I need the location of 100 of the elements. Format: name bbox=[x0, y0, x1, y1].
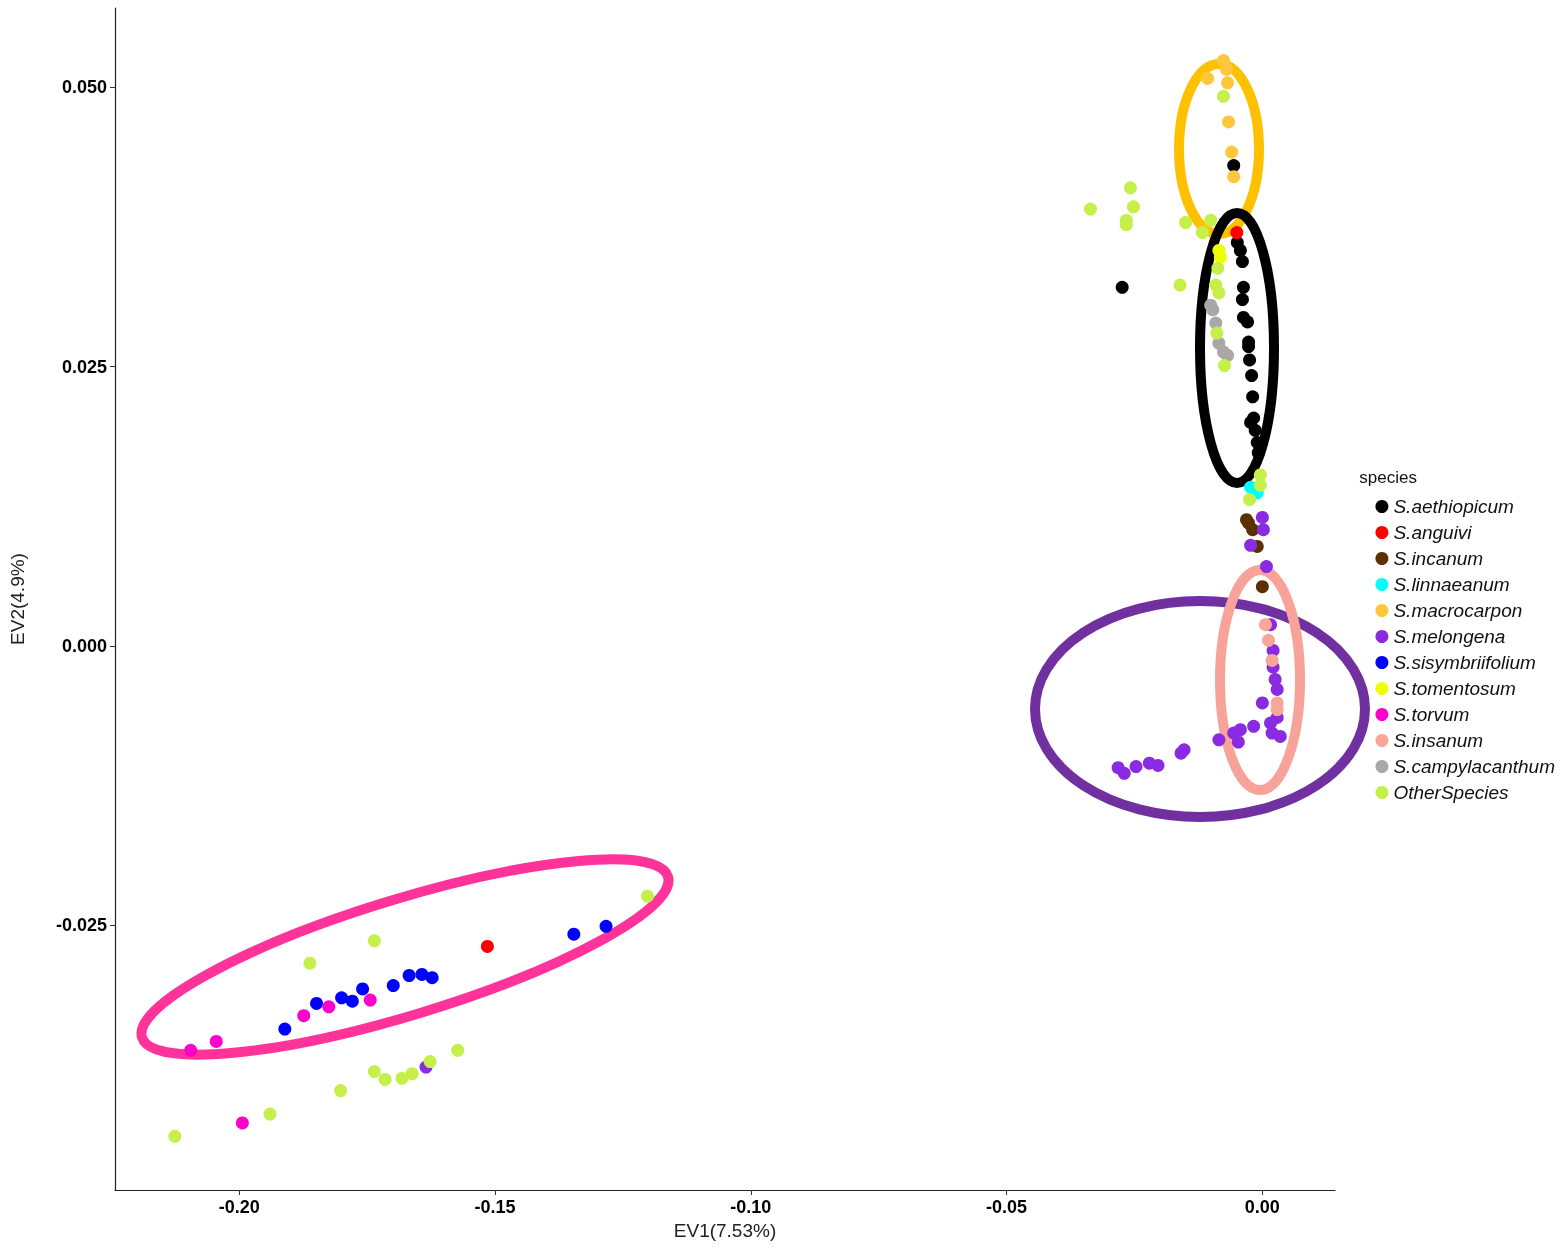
point bbox=[322, 1000, 336, 1014]
point bbox=[303, 956, 317, 970]
point bbox=[1258, 618, 1272, 632]
point bbox=[1227, 159, 1241, 173]
point bbox=[451, 1043, 465, 1057]
point bbox=[1233, 243, 1247, 257]
point bbox=[1256, 523, 1270, 537]
point bbox=[425, 971, 439, 985]
point bbox=[1243, 493, 1257, 507]
point bbox=[1117, 766, 1131, 780]
point bbox=[1265, 726, 1279, 740]
point bbox=[1245, 369, 1259, 383]
point bbox=[1244, 538, 1258, 552]
x-axis-title: EV1(7.53%) bbox=[673, 1219, 777, 1241]
point bbox=[1255, 580, 1269, 594]
y-tick-label: 0.025 bbox=[61, 356, 107, 377]
point bbox=[1217, 89, 1230, 103]
point bbox=[386, 979, 400, 993]
y-tick-label: 0.000 bbox=[61, 635, 107, 656]
point bbox=[1227, 170, 1241, 184]
point bbox=[184, 1043, 198, 1057]
point bbox=[402, 969, 416, 982]
y-tick-label: 0.050 bbox=[61, 77, 107, 98]
point bbox=[1253, 478, 1267, 492]
point bbox=[1246, 523, 1260, 537]
point bbox=[1231, 735, 1245, 749]
x-tick-label: -0.10 bbox=[730, 1197, 772, 1217]
point bbox=[1115, 280, 1129, 294]
legend-label: S.aethiopicum bbox=[1393, 496, 1514, 517]
point bbox=[1222, 115, 1236, 129]
point bbox=[1243, 353, 1257, 367]
point bbox=[1236, 280, 1250, 294]
point bbox=[263, 1107, 277, 1121]
legend-label: S.torvum bbox=[1393, 704, 1470, 725]
point bbox=[1248, 423, 1262, 437]
x-tick-label: 0.00 bbox=[1244, 1197, 1280, 1217]
point bbox=[367, 934, 381, 948]
point bbox=[641, 889, 654, 903]
point bbox=[1247, 719, 1261, 733]
point bbox=[1218, 359, 1232, 372]
legend-label: S.anguivi bbox=[1393, 522, 1473, 543]
point bbox=[1225, 145, 1239, 159]
point bbox=[1259, 560, 1273, 574]
point bbox=[1235, 255, 1249, 269]
point bbox=[1270, 683, 1284, 696]
point bbox=[1255, 510, 1269, 524]
point bbox=[1123, 181, 1137, 195]
point bbox=[1142, 756, 1156, 770]
point bbox=[1241, 315, 1255, 329]
point bbox=[1126, 200, 1140, 214]
point bbox=[1220, 62, 1234, 76]
point bbox=[1210, 326, 1224, 340]
point bbox=[1212, 733, 1226, 747]
point bbox=[1212, 286, 1226, 300]
point bbox=[278, 1022, 292, 1036]
point bbox=[1196, 226, 1210, 240]
point bbox=[1221, 76, 1235, 90]
legend-label: S.tomentosum bbox=[1393, 678, 1516, 699]
point bbox=[1265, 653, 1279, 667]
point bbox=[1235, 293, 1249, 307]
point bbox=[378, 1072, 392, 1086]
legend-label: S.incanum bbox=[1393, 548, 1484, 569]
legend-label: S.sisymbriifolium bbox=[1393, 652, 1536, 673]
point bbox=[1262, 633, 1275, 647]
point bbox=[1230, 226, 1244, 240]
point bbox=[1211, 261, 1225, 275]
point bbox=[1084, 202, 1097, 216]
point bbox=[1204, 213, 1218, 227]
point bbox=[1173, 278, 1187, 292]
legend-title: species bbox=[1359, 468, 1417, 487]
point bbox=[415, 967, 429, 981]
legend-label: S.campylacanthum bbox=[1393, 756, 1555, 777]
point bbox=[395, 1071, 409, 1085]
point bbox=[334, 1084, 348, 1098]
point bbox=[168, 1129, 182, 1143]
point bbox=[1129, 760, 1143, 774]
point bbox=[423, 1055, 437, 1069]
y-axis-title: EV2(4.9%) bbox=[7, 553, 28, 645]
point bbox=[567, 927, 581, 941]
point bbox=[356, 982, 370, 996]
point bbox=[405, 1067, 419, 1081]
point bbox=[310, 996, 324, 1010]
point bbox=[209, 1034, 223, 1048]
point bbox=[235, 1116, 249, 1130]
point bbox=[1246, 390, 1260, 404]
y-tick-label: -0.025 bbox=[55, 915, 107, 936]
legend-label: S.melongena bbox=[1393, 626, 1506, 647]
point bbox=[1255, 696, 1269, 710]
point bbox=[1179, 216, 1193, 229]
point bbox=[1212, 243, 1226, 257]
x-tick-label: -0.05 bbox=[986, 1197, 1028, 1217]
legend-label: OtherSpecies bbox=[1393, 782, 1510, 803]
point bbox=[1201, 71, 1215, 85]
legend-label: S.insanum bbox=[1393, 730, 1484, 751]
point bbox=[1206, 303, 1220, 317]
x-tick-label: -0.20 bbox=[218, 1197, 260, 1217]
point bbox=[335, 991, 349, 1005]
x-tick-label: -0.15 bbox=[474, 1197, 516, 1217]
point bbox=[363, 993, 377, 1007]
point bbox=[367, 1065, 381, 1079]
